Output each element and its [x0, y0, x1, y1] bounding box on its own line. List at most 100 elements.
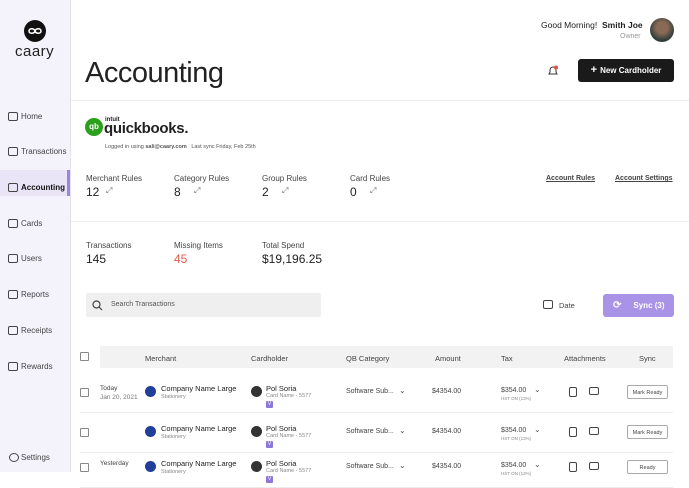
user-role: Owner — [620, 33, 641, 40]
cardholder: Pol Soria — [266, 384, 297, 393]
card-badge: V — [266, 441, 273, 448]
merchant-category: Stationery — [161, 394, 186, 400]
page-title: Accounting — [85, 57, 224, 89]
search-placeholder: Search Transactions — [111, 301, 175, 308]
nav-item[interactable]: Rewards — [21, 362, 53, 371]
nav-item[interactable]: Home — [21, 112, 43, 121]
button-label: New Cardholder — [600, 66, 662, 75]
sync-label: Sync (3) — [633, 301, 665, 310]
link[interactable]: Account Rules — [546, 175, 596, 182]
column-header: Cardholder — [251, 354, 289, 363]
link[interactable]: Account Settings — [615, 175, 673, 182]
search-box[interactable]: Search Transactions — [86, 293, 321, 317]
logo-icon — [24, 20, 46, 42]
merchant: Company Name Large — [161, 459, 237, 468]
cardholder: Pol Soria — [266, 459, 297, 468]
nav-icon — [8, 112, 18, 121]
nav-icon — [8, 362, 18, 371]
nav-item[interactable]: Accounting — [21, 183, 65, 192]
category[interactable]: Software Sub... — [346, 428, 394, 435]
category[interactable]: Software Sub... — [346, 463, 394, 470]
row-day: Today — [100, 385, 118, 392]
checkbox[interactable] — [80, 352, 89, 361]
stat-value: $19,196.25 — [262, 252, 323, 266]
receipt-icon[interactable] — [569, 387, 577, 397]
comment-icon[interactable] — [589, 427, 599, 435]
user-name: Smith Joe — [602, 20, 643, 30]
nav-item[interactable]: Transactions — [21, 147, 67, 156]
receipt-icon[interactable] — [569, 462, 577, 472]
nav-icon — [8, 254, 18, 263]
nav-active-bar — [67, 170, 70, 196]
nav-item[interactable]: Users — [21, 254, 42, 263]
amount: $4354.00 — [432, 388, 462, 395]
category[interactable]: Software Sub... — [346, 388, 394, 395]
column-header: QB Category — [346, 354, 390, 363]
nav-item[interactable]: Receipts — [21, 326, 53, 335]
cardholder-avatar — [251, 461, 262, 472]
checkbox[interactable] — [80, 428, 89, 437]
comment-icon[interactable] — [589, 462, 599, 470]
settings-icon — [9, 453, 19, 462]
rule-value: 2 — [262, 185, 269, 199]
merchant-category: Stationery — [161, 469, 186, 475]
checkbox[interactable] — [80, 388, 89, 397]
greeting: Good Morning! — [541, 20, 598, 30]
row-date: Jan 20, 2021 — [100, 394, 138, 401]
rule-value: 0 — [350, 185, 357, 199]
checkbox[interactable] — [80, 463, 89, 472]
tax: $354.00 — [501, 427, 527, 434]
nav-icon — [8, 219, 18, 228]
rule-label: Category Rules — [174, 174, 230, 183]
amount: $4354.00 — [432, 463, 462, 470]
expand-icon: ⤢ — [194, 186, 201, 195]
merchant: Company Name Large — [161, 384, 237, 393]
rule-value: 8 — [174, 185, 181, 199]
sync-button[interactable]: ⟳ Sync (3) — [603, 294, 674, 317]
column-header: Amount — [435, 354, 461, 363]
row-divider — [80, 412, 673, 413]
chevron: ⌄ — [534, 385, 541, 394]
status-button[interactable]: Mark Ready — [627, 425, 668, 439]
merchant-icon — [145, 426, 156, 437]
avatar[interactable] — [650, 18, 674, 42]
card: Card Name - 5577 — [266, 393, 312, 399]
card-badge: V — [266, 476, 273, 483]
new-cardholder-button[interactable]: + New Cardholder — [578, 59, 674, 82]
vendor: intuit — [105, 117, 120, 123]
rule-label: Merchant Rules — [86, 174, 143, 183]
nav-item[interactable]: Settings — [21, 453, 50, 462]
nav-item[interactable]: Reports — [21, 290, 50, 299]
cardholder: Pol Soria — [266, 424, 297, 433]
expand-icon: ⤢ — [282, 186, 289, 195]
stat-label: Missing Items — [174, 241, 223, 250]
nav-icon — [8, 147, 18, 156]
qb-logo: qb — [85, 118, 103, 136]
merchant-icon — [145, 461, 156, 472]
date-filter[interactable]: Date — [559, 301, 575, 310]
sidebar: caary Settings — [0, 0, 71, 472]
card: Card Name - 5577 — [266, 468, 312, 474]
product: quickbooks. — [104, 120, 189, 137]
merchant: Company Name Large — [161, 424, 237, 433]
receipt-icon[interactable] — [569, 427, 577, 437]
nav-icon — [8, 290, 18, 299]
chevron: ⌄ — [534, 460, 541, 469]
login-info: Logged in using sali@caary.com Last sync… — [105, 144, 256, 150]
status-button[interactable]: Mark Ready — [627, 385, 668, 399]
notification-icon[interactable] — [546, 64, 560, 78]
chevron: ⌄ — [399, 386, 406, 395]
stat-label: Total Spend — [262, 241, 305, 250]
rule-value: 12 — [86, 185, 100, 199]
tax: $354.00 — [501, 387, 527, 394]
email: sali@caary.com — [145, 144, 187, 150]
chevron: ⌄ — [534, 425, 541, 434]
nav-item[interactable]: Cards — [21, 219, 43, 228]
comment-icon[interactable] — [589, 387, 599, 395]
merchant-category: Stationery — [161, 434, 186, 440]
cardholder-avatar — [251, 426, 262, 437]
cardholder-avatar — [251, 386, 262, 397]
card: Card Name - 5577 — [266, 433, 312, 439]
tax-note: HST ON (13%) — [501, 436, 532, 441]
